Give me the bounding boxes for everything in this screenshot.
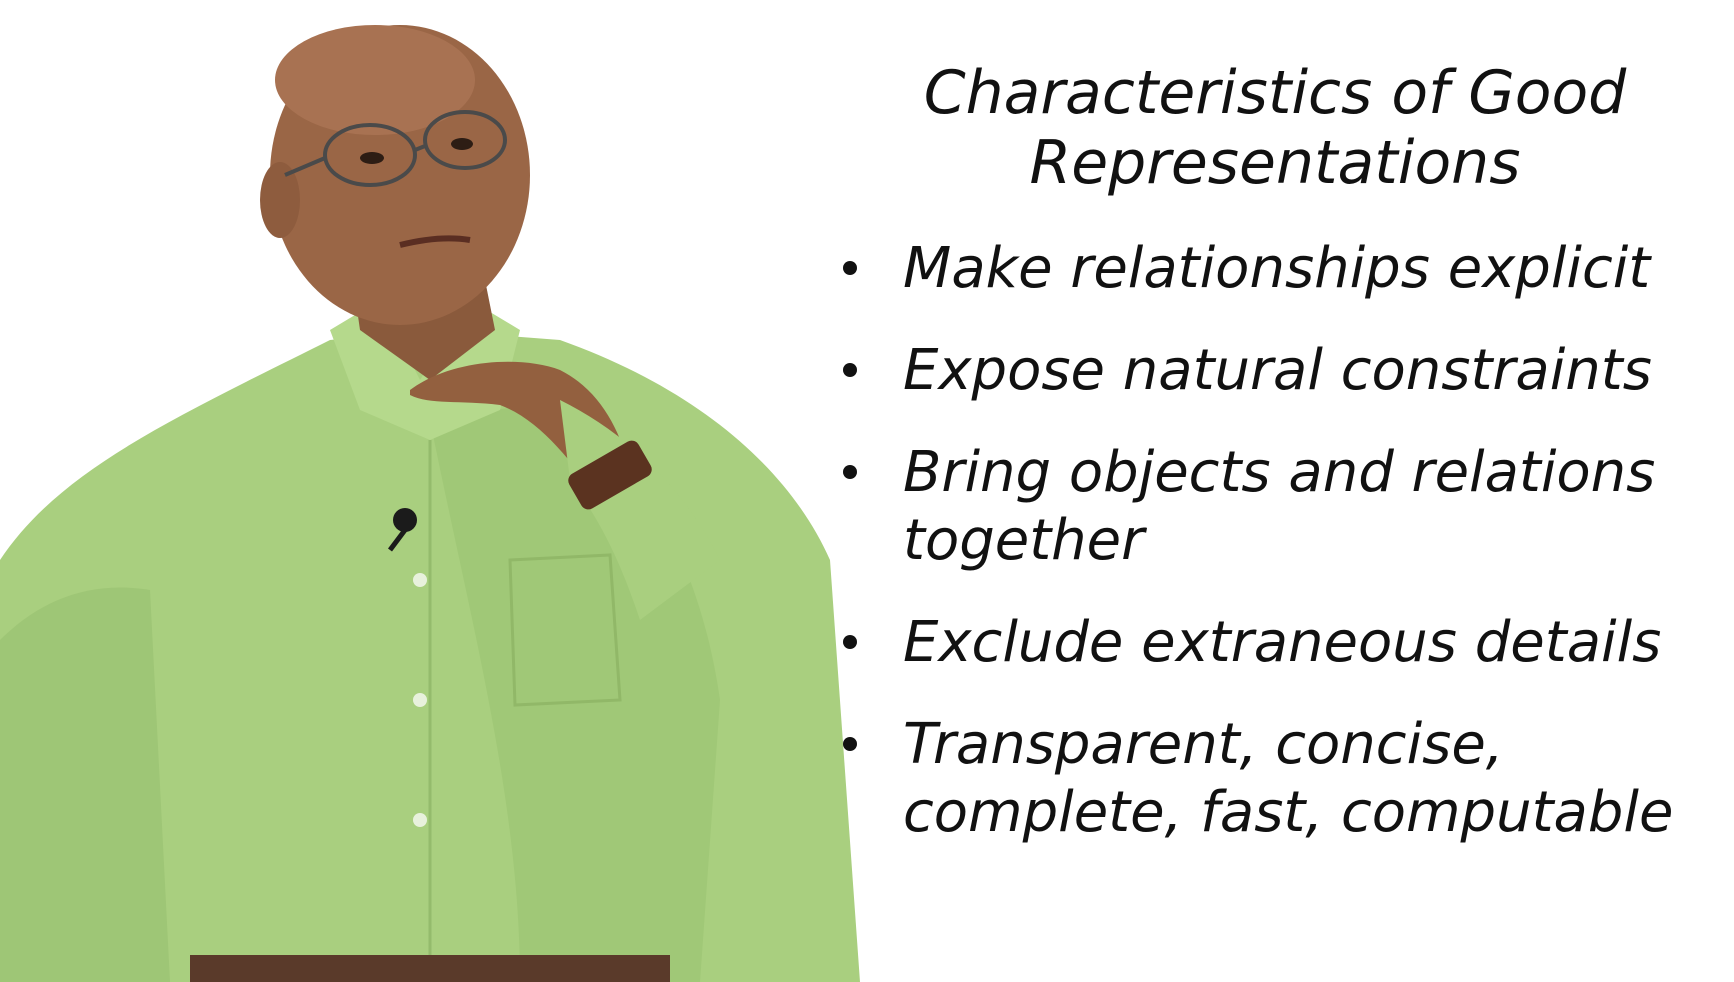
- bullet-dot-icon: [843, 261, 857, 275]
- bullet-list: Make relationships explicit Expose natur…: [835, 235, 1725, 881]
- bullet-text: Make relationships explicit: [903, 236, 1651, 301]
- glasses-left-lens: [323, 123, 417, 187]
- wristwatch: [568, 440, 652, 510]
- presenter-illustration: [0, 25, 860, 982]
- bullet-dot-icon: [843, 737, 857, 751]
- bullet-item: Bring objects and relations together: [835, 439, 1725, 575]
- bullet-text: Exclude extraneous details: [903, 610, 1662, 675]
- slide-title-line-2: Representations: [1029, 128, 1521, 198]
- glasses-right-lens: [423, 110, 507, 170]
- lapel-mic: [393, 508, 417, 532]
- bullet-text: Transparent, concise,: [903, 712, 1504, 777]
- bullet-item: Make relationships explicit: [835, 235, 1725, 303]
- bullet-dot-icon: [843, 465, 857, 479]
- slide-title-line-1: Characteristics of Good: [923, 58, 1627, 128]
- bullet-text: Bring objects and relations: [903, 440, 1656, 505]
- bullet-text-continuation: complete, fast, computable: [903, 780, 1674, 845]
- bullet-text-continuation: together: [903, 508, 1145, 573]
- bullet-item: Transparent, concise, complete, fast, co…: [835, 711, 1725, 847]
- belt: [190, 955, 670, 982]
- bullet-item: Expose natural constraints: [835, 337, 1725, 405]
- bullet-dot-icon: [843, 635, 857, 649]
- bullet-dot-icon: [843, 363, 857, 377]
- bullet-text: Expose natural constraints: [903, 338, 1652, 403]
- presenter-image: [0, 25, 860, 982]
- slide-title: Characteristics of Good Representations: [850, 58, 1700, 198]
- bullet-item: Exclude extraneous details: [835, 609, 1725, 677]
